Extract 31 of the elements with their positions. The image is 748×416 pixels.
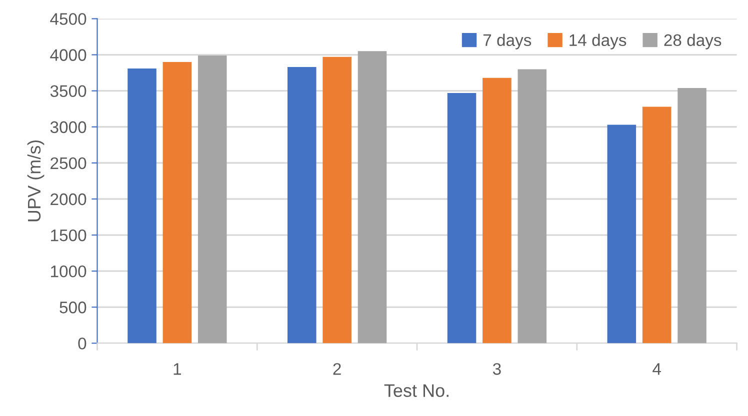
y-tick-label: 500 (60, 302, 86, 314)
y-tick-label: 2500 (50, 157, 86, 170)
bar (288, 67, 316, 344)
bar (642, 106, 672, 344)
bar (198, 55, 227, 344)
y-tick-label: 3000 (50, 121, 86, 134)
bar (322, 56, 352, 344)
x-tick-label: 4 (652, 363, 661, 375)
y-tick-label: 4500 (50, 13, 86, 25)
bar (358, 51, 387, 344)
bar (162, 62, 192, 344)
x-tick-label: 2 (333, 363, 341, 375)
y-tick-label: 1000 (51, 265, 86, 278)
x-tick-label: 1 (174, 363, 182, 375)
bar (518, 69, 547, 344)
y-tick-label: 2000 (50, 193, 86, 206)
bar (482, 78, 512, 344)
legend-label: 14 days (570, 34, 626, 50)
y-tick-label: 1500 (51, 229, 86, 242)
y-tick-label: 4000 (50, 49, 86, 61)
y-tick-label: 0 (78, 338, 86, 350)
x-tick-label: 3 (492, 363, 501, 375)
bar (447, 92, 476, 344)
legend-label: 7 days (483, 34, 532, 50)
y-axis-title: UPV (m/s) (27, 140, 44, 222)
bar (607, 124, 636, 344)
y-tick-label: 3500 (50, 85, 86, 98)
x-axis-title: Test No. (384, 384, 448, 397)
bar (678, 88, 706, 344)
bar (128, 68, 156, 344)
legend-label: 28 days (664, 34, 722, 50)
